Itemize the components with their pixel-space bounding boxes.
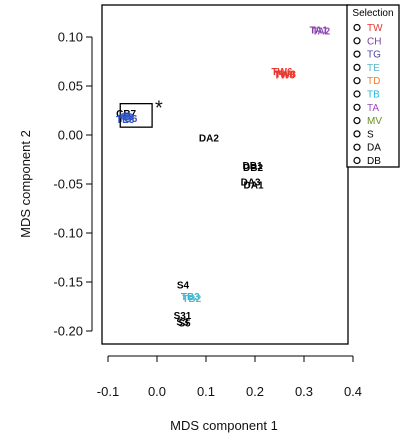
point-label: TB3 bbox=[181, 292, 200, 303]
legend-marker bbox=[353, 156, 361, 165]
point-label: DA2 bbox=[199, 133, 219, 144]
data-points: TA1TA2TW6TW8TW3CB7TG6TE3DA2DB1DB2DA3DA1S… bbox=[116, 26, 331, 330]
legend-marker bbox=[353, 50, 361, 58]
annotations: * bbox=[119, 98, 163, 128]
point-label: S31 bbox=[174, 311, 192, 322]
legend-marker bbox=[353, 130, 361, 138]
point-label: TW3 bbox=[275, 70, 297, 81]
point-label: DA1 bbox=[244, 180, 264, 191]
x-tick-label: 0.4 bbox=[344, 384, 362, 399]
legend: Selection TW CH TG TE TD TB TA MV S DA DB bbox=[346, 4, 400, 168]
y-tick-label: -0.20 bbox=[53, 324, 83, 339]
x-tick-label: 0.0 bbox=[148, 384, 166, 399]
point-label: S5 bbox=[178, 319, 191, 330]
y-tick-label: 0.05 bbox=[58, 79, 83, 94]
legend-marker bbox=[353, 23, 361, 32]
x-tick-label: 0.2 bbox=[246, 384, 264, 399]
y-axis: 0.10 0.05 0.00 -0.05 -0.10 -0.15 -0.20 bbox=[53, 30, 93, 339]
cluster-blob bbox=[119, 112, 134, 121]
legend-entry: TE bbox=[367, 63, 380, 74]
y-tick-label: -0.15 bbox=[53, 275, 83, 290]
x-tick-label: -0.1 bbox=[97, 384, 119, 399]
plot-border bbox=[101, 4, 349, 345]
legend-entry: TW bbox=[367, 23, 383, 34]
legend-entry: S bbox=[367, 129, 374, 140]
point-label: TA2 bbox=[312, 27, 331, 38]
y-tick-label: -0.05 bbox=[53, 177, 83, 192]
point-label: S4 bbox=[177, 280, 190, 291]
legend-entry: DA bbox=[367, 143, 381, 154]
y-tick-label: -0.10 bbox=[53, 226, 83, 241]
legend-marker bbox=[353, 103, 361, 111]
point-label: TW8 bbox=[274, 71, 296, 82]
legend-marker bbox=[353, 77, 361, 85]
point-label: S3 bbox=[176, 318, 189, 329]
point-label: DB1 bbox=[243, 161, 263, 172]
point-label: TA1 bbox=[310, 26, 329, 37]
legend-marker bbox=[353, 63, 361, 72]
legend-entry: TD bbox=[367, 76, 380, 87]
x-tick-label: 0.1 bbox=[197, 384, 215, 399]
legend-marker bbox=[353, 90, 361, 98]
legend-box bbox=[346, 4, 400, 168]
legend-marker bbox=[353, 37, 361, 45]
x-axis: -0.1 0.0 0.1 0.2 0.3 0.4 bbox=[97, 355, 362, 399]
x-axis-label: MDS component 1 bbox=[170, 418, 278, 433]
point-label: TE3 bbox=[116, 115, 135, 126]
point-label: TB2 bbox=[182, 294, 201, 305]
legend-entry: CH bbox=[367, 36, 381, 47]
legend-marker bbox=[353, 116, 361, 125]
point-label: DB2 bbox=[243, 163, 263, 174]
point-label: TW6 bbox=[271, 67, 293, 78]
legend-title: Selection bbox=[352, 8, 393, 19]
legend-entry: DB bbox=[367, 156, 381, 167]
legend-entry: TG bbox=[367, 50, 381, 61]
legend-entry: TA bbox=[367, 103, 379, 114]
x-tick-label: 0.3 bbox=[295, 384, 313, 399]
plot-area bbox=[101, 4, 349, 345]
legend-marker bbox=[353, 143, 361, 151]
legend-entry: MV bbox=[367, 116, 382, 127]
y-axis-label: MDS component 2 bbox=[18, 130, 33, 238]
y-tick-label: 0.10 bbox=[58, 30, 83, 45]
y-tick-label: 0.00 bbox=[58, 128, 83, 143]
point-label: DA3 bbox=[241, 178, 261, 189]
legend-entry: TB bbox=[367, 90, 380, 101]
asterisk-annotation: * bbox=[155, 98, 163, 120]
